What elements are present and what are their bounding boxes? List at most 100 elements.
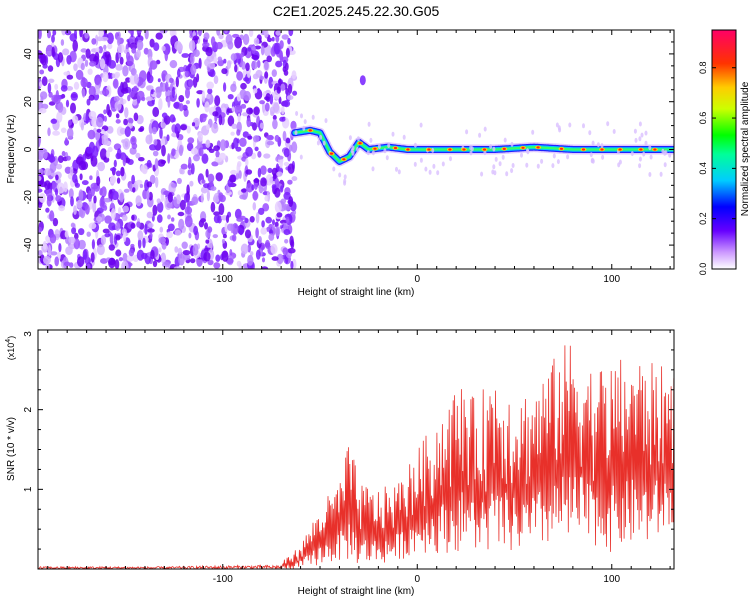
x-tick-label: 100 [603, 274, 620, 285]
noise-blob [274, 226, 281, 237]
noise-blob [188, 232, 192, 239]
noise-blob [151, 126, 157, 135]
signal-peak [329, 152, 334, 155]
signal-peak [581, 148, 586, 151]
noise-blob [283, 229, 291, 236]
noise-blob [258, 207, 265, 215]
y-tick-label: -20 [23, 190, 34, 205]
signal-peak [653, 148, 657, 151]
signal-speckle [510, 141, 514, 147]
noise-blob [39, 193, 46, 203]
noise-blob [263, 153, 271, 159]
noise-blob [214, 95, 221, 107]
noise-blob [268, 229, 274, 235]
noise-blob [60, 127, 67, 134]
noise-blob [51, 34, 55, 43]
noise-blob [281, 34, 289, 40]
noise-blob [201, 179, 206, 184]
signal-speckle [356, 136, 360, 142]
noise-blob [203, 183, 210, 189]
signal-speckle [351, 150, 355, 156]
noise-blob [128, 30, 133, 34]
colorbar: 0.0 0.2 0.4 0.6 0.8 Normalized spectral ampl… [698, 29, 750, 275]
signal-speckle [367, 121, 371, 127]
noise-blob [247, 68, 251, 79]
noise-blob [259, 122, 264, 129]
noise-blob [220, 139, 227, 151]
signal-speckle [566, 154, 570, 160]
snr-series [38, 345, 674, 569]
signal-speckle [638, 163, 642, 169]
noise-blob [240, 82, 247, 90]
noise-blob [65, 246, 73, 256]
noise-blob [96, 116, 104, 128]
noise-blob [55, 163, 63, 170]
noise-blob [60, 85, 68, 92]
noise-blob [122, 81, 128, 92]
noise-blob [227, 94, 234, 100]
noise-blob [247, 47, 252, 52]
noise-blob [135, 179, 143, 186]
signal-speckle [591, 140, 595, 146]
signal-speckle [402, 134, 406, 140]
noise-blob [259, 100, 265, 105]
signal-speckle [555, 122, 559, 128]
noise-blob [213, 211, 221, 216]
signal-speckle [588, 130, 592, 136]
noise-blob [238, 262, 242, 269]
noise-blob [78, 228, 85, 236]
noise-blob [120, 166, 125, 177]
signal-speckle [634, 137, 638, 143]
noise-blob [282, 130, 287, 142]
noise-blob [190, 258, 196, 264]
noise-blob [184, 70, 190, 78]
noise-blob [245, 146, 253, 157]
noise-blob [109, 232, 114, 245]
noise-blob [81, 180, 89, 186]
noise-blob [251, 184, 255, 191]
noise-blob [275, 30, 282, 36]
noise-blob [208, 148, 215, 153]
noise-blob [39, 81, 43, 88]
noise-blob [40, 53, 47, 66]
signal-speckle [618, 159, 622, 165]
signal-speckle [478, 132, 482, 138]
noise-blob [131, 174, 136, 185]
noise-blob [102, 228, 110, 234]
noise-blob [224, 30, 228, 34]
noise-blob [264, 195, 269, 202]
signal-speckle [413, 161, 417, 167]
noise-blob [210, 180, 214, 187]
noise-blob [240, 51, 245, 58]
noise-blob [66, 55, 72, 65]
noise-blob [139, 184, 144, 188]
noise-blob [232, 234, 237, 242]
signal-peak [639, 148, 643, 151]
noise-blob [287, 179, 293, 185]
noise-blob [257, 151, 262, 158]
noise-blob [202, 42, 210, 48]
noise-blob [82, 249, 88, 261]
noise-blob [188, 79, 194, 87]
noise-blob [279, 40, 284, 49]
signal-speckle [640, 132, 644, 138]
noise-blob [255, 227, 259, 239]
noise-blob [103, 197, 112, 203]
noise-blob [237, 113, 241, 123]
noise-blob [65, 86, 74, 91]
noise-blob [47, 127, 51, 137]
noise-blob [133, 73, 139, 85]
signal-peak [618, 148, 622, 151]
signal-speckle [419, 122, 423, 128]
signal-peak [427, 148, 431, 151]
snr-scale-main: (x10 [6, 343, 16, 361]
signal-speckle [498, 161, 502, 167]
signal-speckle [644, 140, 648, 146]
signal-speckle [492, 164, 496, 170]
noise-blob [85, 204, 90, 215]
noise-blob [204, 222, 208, 230]
signal-speckle [299, 154, 303, 160]
noise-blob [115, 170, 121, 177]
noise-blob [115, 113, 120, 119]
noise-blob [260, 45, 265, 56]
